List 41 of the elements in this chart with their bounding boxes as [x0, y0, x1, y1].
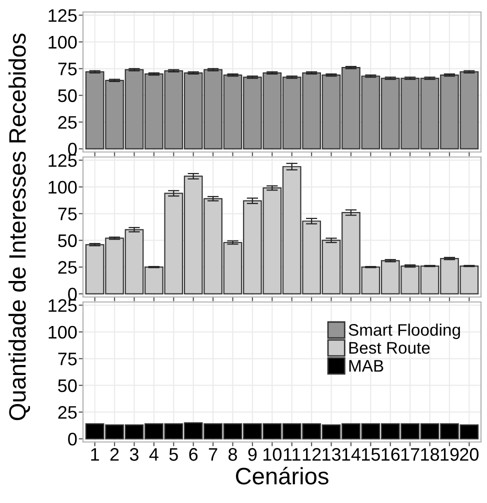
- x-tick-label: 17: [401, 448, 420, 461]
- x-tick-label: 20: [460, 448, 479, 461]
- y-tick-label: 100: [48, 180, 77, 194]
- y-tick-label: 25: [58, 116, 77, 129]
- x-tick-label: 14: [342, 448, 360, 461]
- y-tick-label: 25: [58, 261, 77, 274]
- y-tick-label: 125: [48, 299, 77, 312]
- x-tick-label: 1: [91, 448, 99, 461]
- x-tick-label: 12: [302, 448, 321, 461]
- x-tick-label: 9: [248, 448, 257, 461]
- text: MAB: [349, 360, 384, 372]
- x-tick-label: 19: [440, 448, 459, 461]
- x-tick-label: 11: [284, 448, 300, 461]
- x-tick-label: 16: [382, 448, 400, 461]
- x-tick-label: 10: [263, 448, 282, 461]
- text: Best Route: [349, 342, 430, 354]
- y-tick-label: 125: [48, 154, 77, 167]
- x-tick-label: 6: [189, 448, 198, 461]
- legend-label: Smart Flooding: [348, 324, 460, 340]
- y-tick-label: 50: [58, 234, 77, 248]
- y-tick-label: 75: [58, 208, 77, 220]
- y-tick-label: 100: [48, 36, 77, 49]
- y-tick-label: 0: [68, 432, 77, 446]
- x-tick-label: 2: [110, 448, 119, 461]
- x-tick-label: 18: [421, 448, 440, 461]
- y-tick-label: 75: [58, 352, 77, 366]
- x-tick-label: 7: [208, 448, 218, 461]
- y-tick-label: 50: [58, 89, 77, 102]
- x-tick-label: 5: [169, 448, 178, 461]
- x-tick-label: 8: [228, 448, 237, 461]
- y-tick-label: 50: [58, 379, 77, 392]
- x-axis-title: Cenários: [236, 466, 328, 485]
- y-tick-label: 75: [58, 62, 77, 76]
- y-tick-label: 100: [48, 326, 77, 339]
- x-tick-label: 13: [322, 448, 341, 461]
- y-tick-label: 25: [58, 406, 77, 419]
- x-tick-label: 15: [362, 448, 380, 461]
- x-tick-label: 3: [130, 448, 138, 461]
- y-axis-title: Quantidade de Interesses Recebidos: [8, 34, 30, 420]
- x-tick-label: 4: [149, 448, 158, 461]
- y-tick-label: 125: [48, 9, 77, 22]
